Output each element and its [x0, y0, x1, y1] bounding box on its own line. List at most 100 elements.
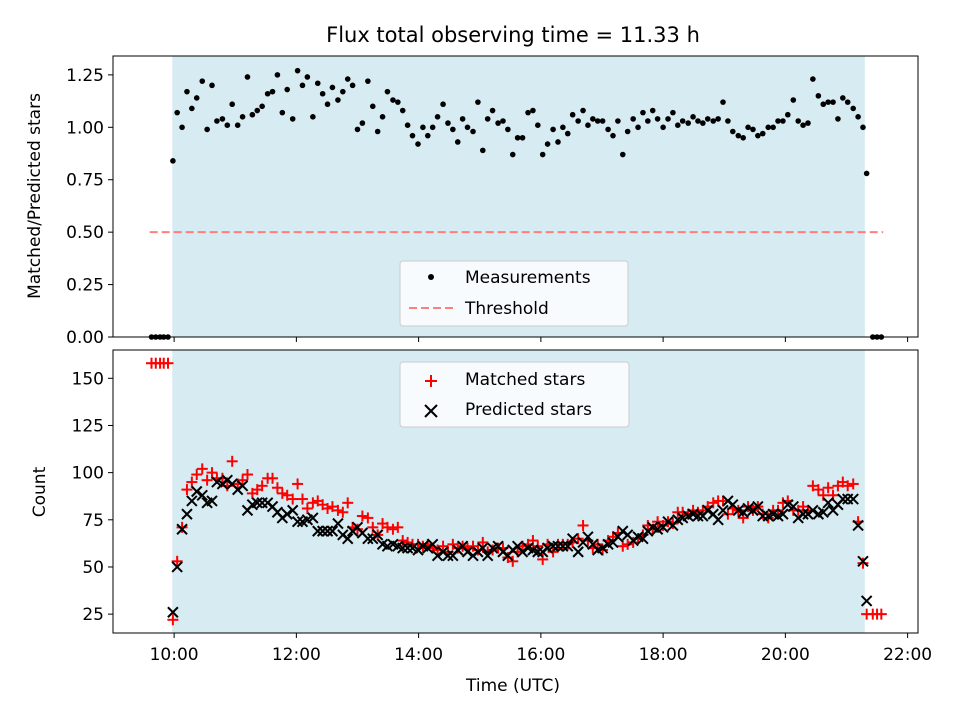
- ratio-panel: 0.00 0.25 0.50 0.75 1.00 1.25 Flux total obse…: [25, 23, 919, 348]
- data-point: [740, 134, 746, 141]
- legend-label-predicted: Predicted stars: [465, 400, 592, 420]
- data-point-matched: [276, 487, 288, 499]
- data-point: [745, 124, 751, 131]
- y-tick-label: 75: [82, 511, 104, 531]
- data-point-predicted: [342, 532, 354, 545]
- data-point: [815, 93, 822, 99]
- data-point: [429, 124, 436, 131]
- data-point-predicted: [397, 542, 409, 554]
- data-point: [564, 130, 571, 137]
- data-point-predicted: [752, 500, 764, 513]
- data-point-matched: [387, 523, 399, 535]
- data-point: [850, 105, 857, 112]
- data-point-predicted: [852, 519, 864, 532]
- data-point: [695, 118, 701, 124]
- data-point-predicted: [312, 525, 324, 537]
- data-point-predicted: [251, 497, 263, 509]
- data-point: [670, 109, 676, 116]
- data-point: [379, 114, 386, 120]
- y-tick-label: 100: [72, 464, 104, 484]
- data-point: [630, 116, 636, 122]
- count-axes-frame: [112, 349, 919, 634]
- data-point: [274, 72, 281, 78]
- data-point-predicted: [371, 529, 384, 541]
- data-point: [755, 132, 761, 139]
- data-point: [599, 118, 606, 124]
- data-point: [500, 118, 506, 124]
- data-point: [199, 78, 206, 84]
- data-point: [665, 116, 671, 122]
- data-point: [525, 109, 531, 116]
- data-point: [640, 109, 646, 116]
- data-point-matched: [167, 614, 179, 626]
- data-point: [645, 118, 651, 124]
- data-point-matched: [292, 478, 304, 490]
- data-point: [575, 118, 581, 124]
- data-point: [264, 90, 271, 97]
- data-point-matched: [296, 493, 308, 505]
- data-point: [725, 118, 731, 124]
- legend-label-threshold: Threshold: [464, 299, 549, 319]
- data-point: [259, 103, 265, 110]
- data-point: [329, 84, 336, 91]
- x-tick-label: 16:00: [516, 645, 565, 665]
- data-point: [825, 99, 831, 105]
- data-point-predicted: [712, 514, 724, 526]
- data-point: [335, 97, 341, 103]
- data-point: [184, 88, 190, 95]
- data-point: [269, 88, 276, 95]
- data-point-predicted: [307, 512, 319, 524]
- data-point: [770, 124, 776, 131]
- data-point-predicted: [196, 489, 208, 501]
- count-panel: 10:00 12:00 14:00 16:00 18:00 20:00 22:00 25 50…: [30, 349, 932, 696]
- data-point: [844, 99, 851, 105]
- data-point-predicted: [797, 508, 809, 520]
- x-tick-label: 22:00: [883, 645, 932, 665]
- data-point-predicted: [362, 532, 374, 545]
- data-point-predicted: [481, 549, 494, 562]
- data-point: [514, 134, 521, 141]
- chart-title: Flux total observing time = 11.33 h: [326, 23, 700, 47]
- y-tick-label: 1.00: [66, 118, 104, 138]
- data-point: [299, 82, 306, 89]
- legend-label-measurements: Measurements: [465, 268, 591, 288]
- data-point-matched: [577, 519, 589, 531]
- data-point-matched: [181, 484, 193, 496]
- data-point-predicted: [562, 540, 574, 552]
- data-point: [365, 78, 371, 84]
- count-points: [146, 357, 887, 626]
- data-point-predicted: [167, 606, 179, 618]
- data-point: [249, 111, 256, 118]
- x-tick-label: 14:00: [394, 645, 443, 665]
- data-point: [750, 126, 756, 133]
- data-point: [420, 124, 426, 131]
- data-point: [450, 126, 456, 133]
- data-point-matched: [337, 506, 349, 518]
- data-point: [585, 122, 591, 129]
- data-point-predicted: [557, 540, 569, 552]
- data-point-matched: [301, 502, 313, 514]
- data-point: [234, 122, 241, 129]
- data-point-matched: [162, 357, 174, 369]
- data-point-matched: [281, 489, 293, 501]
- data-point: [229, 101, 235, 108]
- data-point-matched: [652, 516, 664, 528]
- data-point-predicted: [191, 485, 203, 498]
- data-point: [399, 107, 406, 114]
- data-point: [715, 116, 721, 122]
- data-point-matched: [822, 482, 834, 494]
- data-point: [495, 120, 501, 126]
- data-point: [690, 114, 696, 120]
- data-point-predicted: [516, 546, 529, 558]
- data-point-predicted: [291, 515, 304, 528]
- legend-marker-matched: [425, 375, 437, 387]
- data-point-matched: [437, 540, 449, 552]
- data-point: [635, 124, 641, 131]
- data-point-predicted: [552, 540, 564, 552]
- data-point: [424, 132, 431, 139]
- data-point-predicted: [181, 508, 193, 520]
- data-point: [765, 124, 772, 131]
- data-point-predicted: [281, 508, 293, 520]
- data-point: [649, 107, 656, 114]
- data-point: [324, 101, 331, 108]
